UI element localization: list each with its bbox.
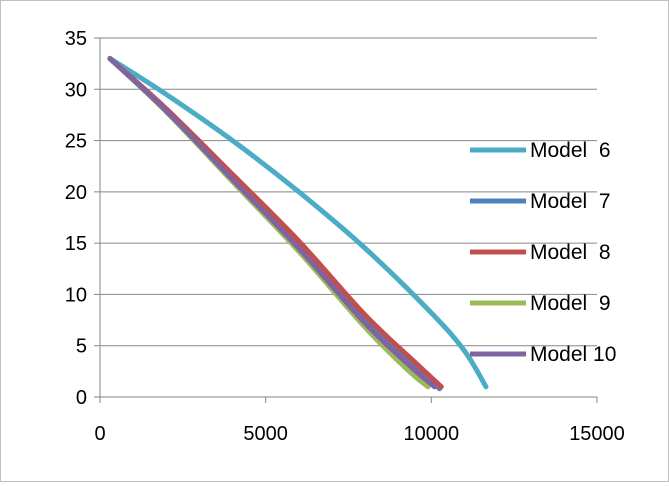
series-line-10 (107, 56, 438, 390)
y-tick-label: 10 (65, 284, 87, 306)
legend-label: Model 8 (530, 241, 611, 264)
series-lines (107, 56, 489, 392)
x-tick-label: 0 (94, 423, 105, 445)
x-tick-label: 10000 (404, 423, 460, 445)
gridlines (100, 37, 597, 347)
axes: 0 5 10 15 20 25 30 35 0 5000 10000 15000 (65, 28, 625, 445)
x-tick-label: 15000 (569, 423, 625, 445)
y-tick-label: 35 (65, 28, 87, 50)
legend-label: Model 10 (530, 343, 616, 366)
legend-label: Model 9 (530, 292, 611, 315)
y-tick-label: 20 (65, 182, 87, 204)
legend-label: Model 6 (530, 139, 611, 162)
series-line-6 (107, 56, 489, 390)
y-tick-label: 0 (76, 387, 87, 409)
x-tick-label: 5000 (243, 423, 288, 445)
y-tick-label: 15 (65, 233, 87, 255)
legend-label: Model 7 (530, 190, 611, 213)
y-tick-label: 5 (76, 336, 87, 358)
y-tick-label: 30 (65, 79, 87, 101)
legend: Model 6 Model 7 Model 8 Model 9 Model 10 (470, 139, 616, 366)
y-tick-label: 25 (65, 131, 87, 153)
